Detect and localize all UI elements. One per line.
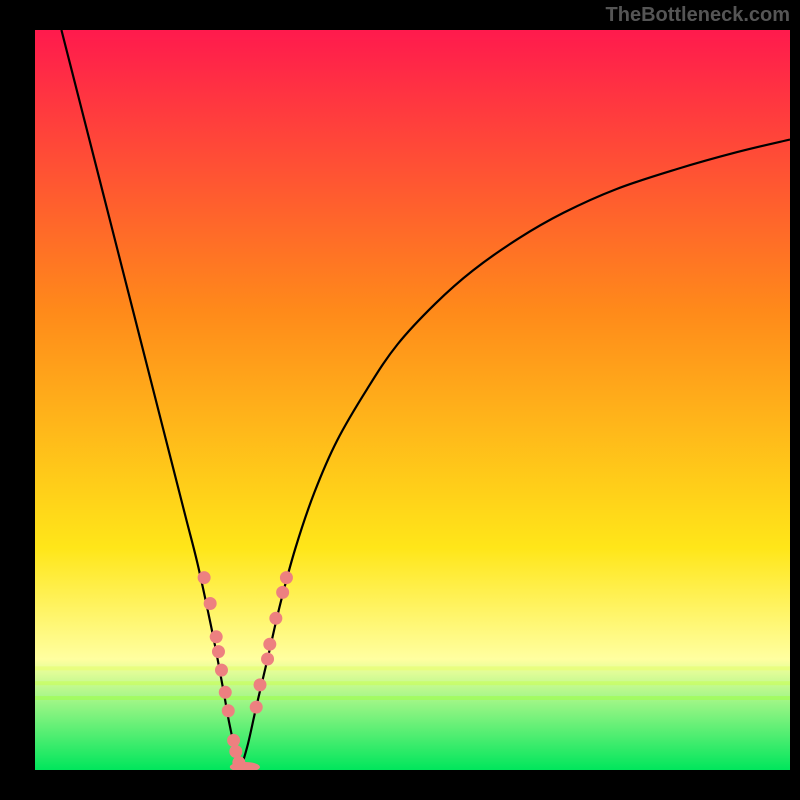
marker-left-7 — [228, 734, 240, 746]
marker-left-5 — [219, 686, 231, 698]
marker-left-2 — [210, 631, 222, 643]
marker-right-0 — [250, 701, 262, 713]
marker-right-6 — [280, 572, 292, 584]
marker-right-3 — [264, 638, 276, 650]
marker-left-3 — [212, 646, 224, 658]
bottleneck-chart — [0, 0, 800, 800]
marker-left-0 — [198, 572, 210, 584]
marker-left-1 — [204, 598, 216, 610]
marker-right-1 — [254, 679, 266, 691]
marker-right-2 — [262, 653, 274, 665]
marker-left-4 — [215, 664, 227, 676]
chart-container: TheBottleneck.com — [0, 0, 800, 800]
marker-right-5 — [277, 586, 289, 598]
plot-background — [35, 30, 790, 770]
marker-left-8 — [230, 746, 242, 758]
marker-left-9 — [233, 757, 245, 769]
marker-left-6 — [222, 705, 234, 717]
marker-right-4 — [270, 612, 282, 624]
watermark-text: TheBottleneck.com — [606, 4, 790, 27]
